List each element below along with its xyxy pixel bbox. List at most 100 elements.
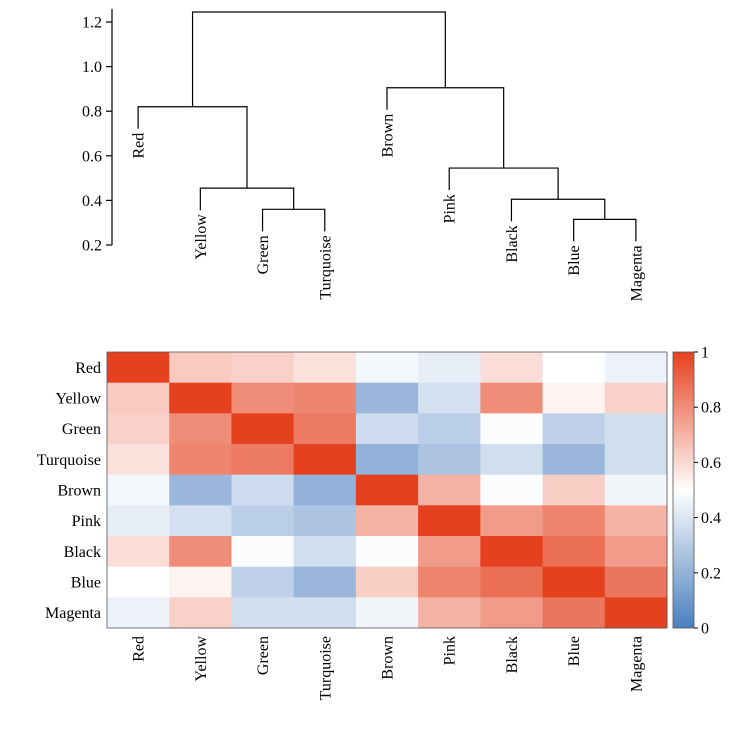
heatmap-cell-pink-brown [355, 505, 419, 537]
heatmap-cell-blue-pink [418, 566, 481, 598]
column-label-pink: Pink [442, 636, 459, 665]
column-label-black: Black [504, 636, 521, 673]
colorbar-tick-label: 0 [701, 621, 709, 638]
heatmap-cell-brown-turquoise [293, 474, 357, 506]
heatmap-cell-blue-red [107, 566, 170, 598]
heatmap-cell-yellow-pink [418, 382, 481, 414]
dendrogram-leaf-label-blue: Blue [566, 245, 583, 275]
heatmap-cell-red-red [107, 352, 170, 384]
heatmap-cell-turquoise-turquoise [293, 444, 357, 476]
colorbar-tick-label: 0.6 [701, 455, 721, 472]
dendrogram-link-m3 [137, 106, 248, 189]
heatmap-cell-black-pink [418, 536, 481, 568]
heatmap-cell-turquoise-black [480, 444, 544, 476]
heatmap-cell-turquoise-red [107, 444, 170, 476]
heatmap-cell-blue-turquoise [293, 566, 357, 598]
heatmap-cell-pink-magenta [604, 505, 668, 537]
heatmap-cell-pink-red [107, 505, 170, 537]
heatmap-cell-turquoise-pink [418, 444, 481, 476]
heatmap-cell-black-magenta [604, 536, 668, 568]
heatmap-cell-black-blue [542, 536, 606, 568]
colorbar: 0 0.2 0.4 0.6 0.8 1 [672, 345, 721, 638]
dendrogram-link-m6 [448, 167, 559, 200]
heatmap-cell-red-brown [355, 352, 419, 384]
row-label-brown: Brown [57, 483, 101, 500]
dendrogram-y-tick-label: 0.2 [82, 238, 102, 255]
heatmap-cell-magenta-black [480, 597, 544, 629]
dendrogram-leaf-label-brown: Brown [380, 114, 397, 158]
column-label-magenta: Magenta [628, 636, 645, 692]
heatmap-cell-turquoise-blue [542, 444, 606, 476]
heatmap-cell-brown-red [107, 474, 170, 506]
heatmap-cell-blue-yellow [169, 566, 232, 598]
heatmap-cell-pink-green [231, 505, 295, 537]
dendrogram-leaf-label-turquoise: Turquoise [317, 235, 334, 299]
heatmap-cell-magenta-blue [542, 597, 606, 629]
column-label-blue: Blue [566, 636, 583, 666]
row-label-yellow: Yellow [56, 391, 102, 408]
row-label-magenta: Magenta [45, 605, 101, 622]
heatmap-cell-magenta-yellow [169, 597, 232, 629]
colorbar-tick-label: 0.8 [701, 400, 721, 417]
heatmap-cell-pink-blue [542, 505, 606, 537]
heatmap-cell-black-turquoise [293, 536, 357, 568]
heatmap-cell-yellow-green [231, 382, 295, 414]
dendrogram-link-m8 [191, 11, 446, 107]
heatmap-cell-red-pink [418, 352, 481, 384]
heatmap-cell-red-yellow [169, 352, 232, 384]
colorbar-tick-label: 1 [701, 345, 709, 362]
heatmap-cell-green-green [231, 413, 295, 445]
heatmap-cell-black-brown [355, 536, 419, 568]
dendrogram-leaf-label-green: Green [255, 235, 272, 274]
dendrogram-link-m5 [510, 198, 606, 222]
heatmap-cell-blue-green [231, 566, 295, 598]
heatmap-cell-green-pink [418, 413, 481, 445]
heatmap-cell-green-red [107, 413, 170, 445]
colorbar-tick-label: 0.4 [701, 510, 721, 527]
heatmap-cell-pink-pink [418, 505, 481, 537]
heatmap-cell-blue-blue [542, 566, 606, 598]
heatmap-cell-green-black [480, 413, 544, 445]
heatmap-cell-red-turquoise [293, 352, 357, 384]
heatmap-cell-magenta-magenta [604, 597, 668, 629]
heatmap-cell-brown-magenta [604, 474, 668, 506]
heatmap-cell-green-brown [355, 413, 419, 445]
heatmap: Red Yellow Green Turquoise Brown Pink Black Blu… [37, 351, 668, 700]
dendrogram-leaf-label-magenta: Magenta [628, 245, 645, 301]
heatmap-cell-yellow-black [480, 382, 544, 414]
column-label-green: Green [255, 636, 272, 675]
dendrogram-leaf-label-pink: Pink [442, 194, 459, 223]
row-label-green: Green [62, 421, 101, 438]
heatmap-cell-pink-turquoise [293, 505, 357, 537]
heatmap-cell-brown-black [480, 474, 544, 506]
dendrogram-link-m2 [199, 187, 295, 211]
dendrogram-y-tick-label: 0.4 [82, 193, 102, 210]
heatmap-cell-red-blue [542, 352, 606, 384]
heatmap-cell-black-yellow [169, 536, 232, 568]
heatmap-cell-blue-magenta [604, 566, 668, 598]
heatmap-cell-red-magenta [604, 352, 668, 384]
colorbar-tick-label: 0.2 [701, 565, 721, 582]
heatmap-cell-brown-yellow [169, 474, 232, 506]
colorbar-gradient [672, 351, 695, 629]
heatmap-cell-yellow-red [107, 382, 170, 414]
heatmap-cell-black-black [480, 536, 544, 568]
heatmap-cell-turquoise-magenta [604, 444, 668, 476]
heatmap-cell-yellow-blue [542, 382, 606, 414]
dendrogram-y-tick-label: 1.0 [82, 59, 102, 76]
dendrogram-link-m7 [386, 87, 505, 169]
heatmap-cell-green-magenta [604, 413, 668, 445]
heatmap-cell-blue-brown [355, 566, 419, 598]
heatmap-cell-black-red [107, 536, 170, 568]
row-label-pink: Pink [72, 513, 101, 530]
heatmap-cell-magenta-brown [355, 597, 419, 629]
heatmap-cell-blue-black [480, 566, 544, 598]
dendrogram-link-m1 [261, 208, 326, 232]
dendrogram-leaf-label-black: Black [504, 225, 521, 262]
dendrogram-leaf-label-yellow: Yellow [193, 214, 210, 260]
heatmap-cell-yellow-magenta [604, 382, 668, 414]
column-label-turquoise: Turquoise [317, 636, 334, 700]
column-label-brown: Brown [380, 636, 397, 680]
heatmap-cell-brown-pink [418, 474, 481, 506]
row-label-turquoise: Turquoise [37, 452, 101, 469]
